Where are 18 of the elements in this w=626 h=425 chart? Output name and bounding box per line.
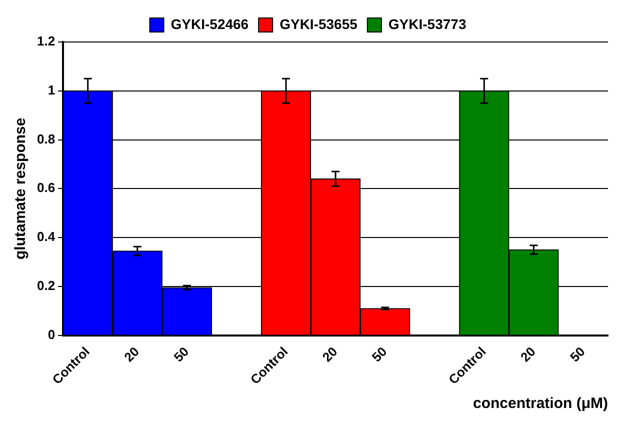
x-axis-title: concentration (μM)	[472, 395, 608, 412]
legend-label: GYKI-53655	[280, 16, 358, 32]
legend-label: GYKI-53773	[388, 16, 466, 32]
x-tick-label: 50	[567, 344, 588, 365]
y-tick-label: 1.2	[36, 34, 56, 49]
legend-label: GYKI-52466	[170, 16, 249, 32]
y-tick-label: 0	[48, 326, 56, 342]
y-tick-label: 0.6	[36, 180, 56, 196]
y-tick-label: 0.4	[36, 229, 56, 244]
x-tick-label: 50	[170, 344, 192, 365]
y-tick-label: 0.2	[36, 278, 56, 293]
x-tick-label: 20	[518, 344, 538, 365]
y-tick-label: 0.8	[36, 131, 56, 146]
y-axis-title: glutamate response	[12, 118, 30, 260]
x-tick-label: 50	[368, 344, 390, 365]
x-tick-label: 20	[121, 344, 142, 365]
x-tick-label: 20	[319, 344, 340, 365]
y-tick-label: 1	[48, 82, 56, 98]
